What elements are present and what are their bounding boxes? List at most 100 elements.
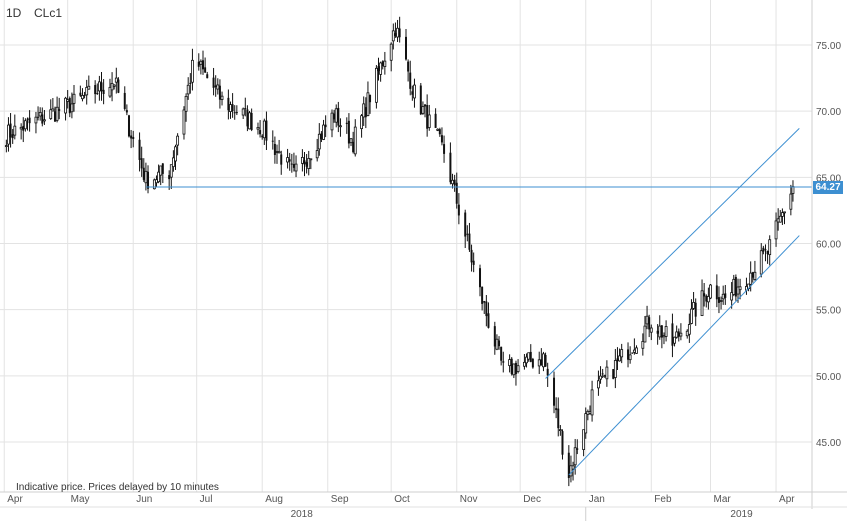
- candle-body: [273, 143, 276, 155]
- candle-body: [369, 94, 372, 103]
- candle-body: [656, 330, 659, 334]
- candle-body: [557, 408, 560, 429]
- candle-body: [419, 85, 422, 115]
- x-tick-label: Sep: [331, 494, 349, 505]
- candle-body: [81, 95, 84, 100]
- candle-body: [500, 346, 503, 361]
- candle-body: [411, 91, 414, 95]
- candle-body: [472, 260, 475, 265]
- candle-body: [294, 163, 298, 172]
- y-tick-label: 70.00: [816, 107, 841, 118]
- candle-body: [502, 361, 505, 363]
- candle-body: [28, 117, 31, 124]
- candle-body: [546, 368, 549, 376]
- candle-body: [690, 308, 693, 324]
- candle-body: [19, 126, 23, 130]
- candle-body: [553, 377, 556, 406]
- x-tick-label: Aug: [265, 494, 283, 505]
- candle-body: [7, 124, 10, 145]
- candle-body: [780, 212, 784, 217]
- candle-body: [405, 36, 407, 60]
- candle-body: [9, 123, 12, 138]
- candle-body: [157, 171, 160, 183]
- candle-body: [235, 112, 238, 114]
- symbol-label[interactable]: CLc1: [34, 6, 63, 20]
- candle-body: [259, 130, 262, 135]
- candle-body: [660, 325, 663, 338]
- candle-body: [498, 340, 501, 347]
- candle-body: [277, 151, 281, 154]
- candle-body: [603, 375, 607, 378]
- candle-body: [648, 317, 651, 330]
- candle-body: [174, 146, 177, 162]
- candle-body: [407, 61, 410, 72]
- candle-body: [409, 72, 412, 89]
- candle-body: [64, 97, 67, 114]
- x-tick-label: Jan: [589, 494, 605, 505]
- candle-body: [171, 157, 175, 168]
- candle-body: [457, 204, 460, 216]
- candle-body: [38, 111, 42, 117]
- candle-body: [389, 43, 393, 61]
- candle-body: [721, 293, 725, 300]
- candle-body: [523, 361, 526, 367]
- candle-body: [147, 171, 150, 189]
- candle-body: [613, 360, 617, 378]
- candle-body: [262, 120, 266, 139]
- candle-body: [250, 112, 253, 130]
- candle-body: [544, 355, 547, 367]
- y-tick-label: 60.00: [816, 240, 841, 251]
- candle-body: [468, 233, 471, 250]
- candle-body: [41, 114, 44, 124]
- candle-body: [152, 179, 156, 190]
- candle-body: [443, 144, 446, 154]
- y-tick-label: 50.00: [816, 372, 841, 383]
- candle-body: [766, 251, 769, 255]
- candle-body: [265, 120, 268, 141]
- candle-body: [495, 338, 499, 350]
- candle-body: [440, 135, 443, 143]
- candle-body: [229, 104, 232, 112]
- candle-body: [649, 327, 653, 333]
- candle-body: [337, 107, 340, 126]
- y-tick-label: 45.00: [816, 438, 841, 449]
- candle-body: [427, 114, 431, 128]
- candle-body: [479, 268, 482, 288]
- candle-body: [182, 109, 186, 135]
- candle-body: [751, 272, 754, 278]
- interval-label[interactable]: 1D: [6, 6, 22, 20]
- candle-body: [280, 154, 283, 165]
- candle-body: [79, 92, 82, 96]
- candle-body: [631, 352, 634, 354]
- candle-body: [635, 347, 638, 354]
- candle-body: [421, 106, 425, 114]
- candle-body: [352, 141, 355, 153]
- candle-body: [43, 119, 46, 122]
- candle-body: [218, 85, 221, 100]
- candle-body: [112, 84, 116, 87]
- candle-body: [364, 107, 367, 118]
- candle-body: [23, 120, 27, 130]
- candle-body: [620, 349, 624, 358]
- candle-body: [161, 163, 164, 174]
- channel-upper-line: [545, 128, 800, 379]
- candle-body: [117, 79, 120, 93]
- candle-body: [466, 233, 469, 235]
- delay-note: Indicative price. Prices delayed by 10 m…: [16, 482, 219, 493]
- candle-body: [184, 95, 188, 112]
- candle-body: [130, 135, 133, 139]
- candle-body: [588, 411, 592, 414]
- candle-body: [96, 93, 99, 95]
- candle-body: [286, 157, 289, 163]
- candle-body: [49, 109, 53, 119]
- candle-body: [424, 104, 427, 107]
- candle-body: [464, 212, 467, 237]
- candle-body: [483, 301, 486, 303]
- candle-body: [140, 158, 143, 169]
- candle-body: [394, 33, 397, 36]
- y-tick-label: 75.00: [816, 41, 841, 52]
- candle-body: [749, 272, 753, 285]
- candle-body: [292, 164, 295, 168]
- candle-body: [317, 133, 321, 150]
